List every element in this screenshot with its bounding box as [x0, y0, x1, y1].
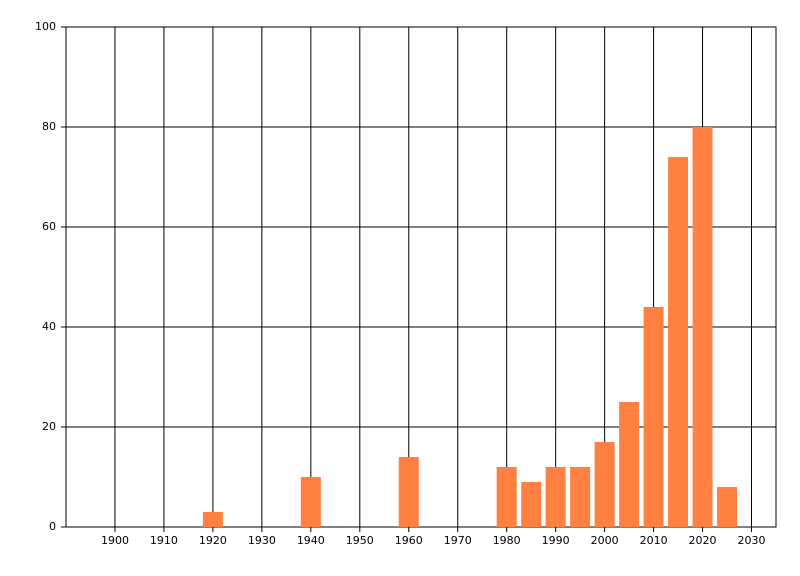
bar [300, 477, 321, 527]
x-tick-label: 1940 [297, 534, 325, 547]
x-tick-label: 1920 [199, 534, 227, 547]
x-tick-label: 1950 [346, 534, 374, 547]
bar [496, 467, 517, 527]
y-tick-label: 40 [42, 320, 56, 333]
x-tick-label: 1990 [542, 534, 570, 547]
bar [692, 127, 713, 527]
bar [717, 487, 738, 527]
x-tick-label: 1980 [493, 534, 521, 547]
y-tick-label: 80 [42, 120, 56, 133]
y-tick-label: 20 [42, 420, 56, 433]
x-tick-label: 2030 [738, 534, 766, 547]
x-tick-label: 1900 [101, 534, 129, 547]
bar [398, 457, 419, 527]
bar [643, 307, 664, 527]
bar [594, 442, 615, 527]
x-tick-label: 2000 [591, 534, 619, 547]
x-tick-label: 1930 [248, 534, 276, 547]
bar [570, 467, 591, 527]
x-tick-label: 2010 [640, 534, 668, 547]
bar [521, 482, 542, 527]
x-tick-label: 1910 [150, 534, 178, 547]
x-tick-label: 2020 [689, 534, 717, 547]
bar [202, 512, 223, 527]
y-tick-label: 0 [49, 520, 56, 533]
bar [668, 157, 689, 527]
bar [545, 467, 566, 527]
y-tick-label: 100 [35, 20, 56, 33]
bar [619, 402, 640, 527]
x-tick-label: 1970 [444, 534, 472, 547]
y-tick-label: 60 [42, 220, 56, 233]
x-tick-label: 1960 [395, 534, 423, 547]
